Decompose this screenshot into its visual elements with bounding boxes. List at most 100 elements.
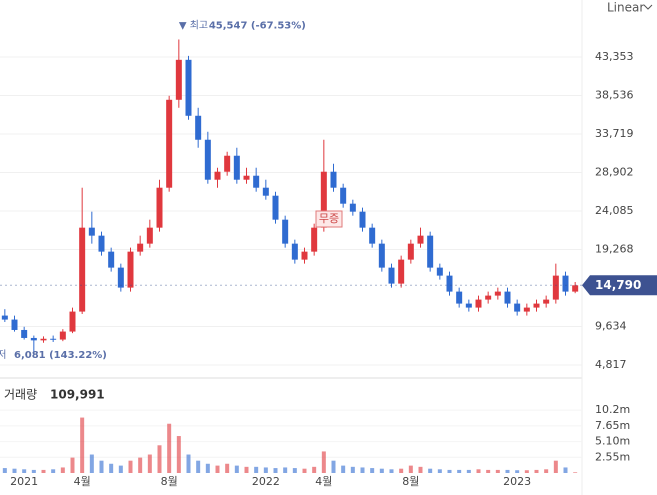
current-price-label: 14,790 <box>595 278 641 292</box>
volume-bar <box>331 460 336 473</box>
candle-body <box>262 187 269 196</box>
volume-bar <box>215 465 220 473</box>
volume-bar <box>12 468 17 473</box>
candle-body <box>427 235 434 268</box>
candle-body <box>340 187 347 204</box>
y-tick-label: 24,085 <box>595 204 634 217</box>
volume-bar <box>389 469 394 473</box>
volume-bar <box>128 460 133 473</box>
volume-bar <box>41 469 46 473</box>
y-tick-label: 4,817 <box>595 358 627 371</box>
volume-bar <box>379 468 384 473</box>
volume-bar <box>360 467 365 473</box>
volume-current: 109,991 <box>50 388 105 402</box>
volume-bar <box>466 469 471 473</box>
event-label: 무증 <box>319 212 339 225</box>
scale-selector[interactable]: Linear <box>607 1 644 15</box>
volume-bar <box>157 445 162 473</box>
candle-body <box>175 59 182 100</box>
candle-body <box>137 243 144 252</box>
candle-body <box>291 243 298 260</box>
candle-body <box>108 251 115 268</box>
candle-body <box>552 275 559 300</box>
candle-body <box>59 331 66 340</box>
volume-bar <box>370 468 375 473</box>
candle-body <box>1 315 8 320</box>
candle-body <box>204 139 211 180</box>
price-panel <box>0 0 582 378</box>
high-marker: ▼ 최고 <box>179 19 208 31</box>
candle-body <box>572 285 579 292</box>
volume-bar <box>273 468 278 473</box>
volume-bar <box>109 463 114 473</box>
volume-bar <box>292 468 297 473</box>
volume-bar <box>51 469 56 473</box>
candle-body <box>407 243 414 260</box>
candle-body <box>233 155 240 180</box>
candle-body <box>330 171 337 188</box>
volume-bar <box>312 466 317 473</box>
y2-tick-label: 5.10m <box>595 435 630 448</box>
y-tick-label: 9,634 <box>595 320 627 333</box>
candle-body <box>127 251 134 288</box>
volume-bar <box>176 436 181 473</box>
candle-body <box>185 59 192 116</box>
candle-body <box>69 311 76 332</box>
candle-body <box>11 319 18 330</box>
candle-body <box>98 235 105 252</box>
candle-body <box>253 175 260 188</box>
volume-bar <box>428 468 433 473</box>
candle-body <box>166 99 173 188</box>
x-tick-label: 8월 <box>402 475 419 488</box>
candle-body <box>301 251 308 260</box>
volume-bar <box>138 457 143 473</box>
volume-bar <box>80 417 85 473</box>
candle-body <box>21 329 28 338</box>
candle-body <box>543 299 550 304</box>
volume-bar <box>447 469 452 473</box>
candle-body <box>514 303 521 312</box>
volume-bar <box>186 454 191 473</box>
volume-bar <box>31 469 36 473</box>
candle-body <box>214 171 221 180</box>
x-tick-label: 4월 <box>315 475 332 488</box>
candle-body <box>117 267 124 288</box>
candle-body <box>195 115 202 140</box>
candle-body <box>446 275 453 292</box>
event-box <box>315 210 343 228</box>
candle-body <box>533 303 540 308</box>
dropdown-icon[interactable] <box>643 4 653 10</box>
volume-bar <box>437 469 442 473</box>
candle-body <box>311 227 318 252</box>
x-tick-label: 2023 <box>503 475 531 488</box>
candle-body <box>30 337 37 341</box>
candle-body <box>388 267 395 284</box>
y-tick-label: 19,268 <box>595 243 634 256</box>
volume-bar <box>573 472 578 473</box>
volume-bar <box>515 470 520 473</box>
candle-body <box>417 235 424 244</box>
candle-body <box>79 227 86 312</box>
volume-bar <box>263 467 268 473</box>
candle-body <box>494 291 501 296</box>
volume-bar <box>486 469 491 473</box>
volume-bar <box>350 466 355 473</box>
candle-body <box>369 227 376 244</box>
candle-body <box>562 275 569 292</box>
candle-body <box>465 303 472 308</box>
volume-bar <box>99 460 104 473</box>
volume-bar <box>147 454 152 473</box>
y2-tick-label: 2.55m <box>595 450 630 463</box>
volume-bar <box>225 463 230 473</box>
volume-bar <box>524 470 529 473</box>
volume-bar <box>22 469 27 473</box>
volume-bar <box>563 467 568 473</box>
low-marker: 최저 <box>0 349 6 361</box>
volume-bar <box>505 469 510 473</box>
candle-body <box>504 291 511 304</box>
candle-body <box>40 338 47 341</box>
current-price-tag <box>582 275 657 296</box>
candle-body <box>50 338 57 340</box>
